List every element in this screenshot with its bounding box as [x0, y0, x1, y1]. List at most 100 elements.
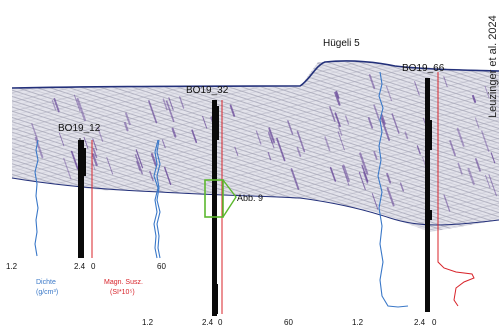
reflector-streak: [371, 193, 379, 210]
reflector-streak: [449, 140, 456, 157]
reflector-streak: [70, 150, 79, 170]
borehole-bo19-12: [34, 138, 159, 259]
reflector-streak: [161, 139, 166, 149]
highlight-box: [204, 179, 224, 218]
reflector-streak: [276, 137, 286, 162]
bo19-66-core: [425, 78, 430, 312]
borehole-label-bo19-66: BO19_66: [402, 63, 445, 74]
bo19-32-core: [212, 100, 217, 316]
bo19-12-core-step: [82, 148, 86, 176]
reflector-streak: [91, 160, 96, 171]
reflector-streak: [329, 166, 337, 182]
reflector-streak: [136, 160, 141, 171]
reflector-streak: [202, 115, 208, 129]
bo19-32-core-step: [215, 106, 219, 140]
reflector-streak: [367, 117, 374, 129]
reflector-streak: [268, 127, 276, 144]
bo19-12-density-log: [34, 139, 39, 257]
reflector-streak: [380, 114, 386, 125]
bo19-32-density-min: 1.2: [142, 318, 154, 327]
reflector-streak: [373, 104, 380, 121]
reflector-streak: [123, 121, 129, 132]
callout-lines: [222, 179, 237, 218]
radar-section-overlay: [12, 62, 499, 232]
borehole-label-bo19-32: BO19_32: [186, 85, 229, 96]
reflector-streak: [361, 164, 369, 183]
reflector-streak: [385, 85, 393, 102]
reflector-streak: [457, 162, 463, 175]
reflector-streak: [341, 165, 350, 187]
reflector-streak: [150, 153, 157, 167]
reflector-streak: [59, 132, 65, 147]
reflector-streak: [404, 131, 409, 140]
bo19-66-density-min: 1.2: [352, 318, 364, 327]
reflector-streak: [229, 104, 236, 117]
density-unit: (g/cm³): [36, 289, 58, 296]
reflector-streak: [368, 74, 376, 90]
reflector-streak: [481, 130, 490, 152]
reflector-streak: [474, 158, 481, 172]
reflector-streak: [163, 166, 172, 186]
reflector-streak: [490, 152, 496, 164]
reflector-streak: [485, 174, 491, 189]
borehole-bo19-66: [377, 71, 475, 312]
reflector-streak: [92, 148, 98, 159]
reflector-streak: [324, 136, 331, 151]
bo19-66-core-step: [428, 120, 432, 150]
bo19-66-density-log: [377, 71, 409, 308]
reflector-streak: [467, 167, 475, 186]
reflector-streak: [358, 171, 366, 191]
reflector-streak: [135, 149, 144, 169]
reflector-streak: [171, 127, 177, 138]
reflector-streak: [484, 85, 490, 99]
reflector-streak: [337, 131, 345, 151]
reflector-streak: [53, 97, 60, 113]
bo19-12-core: [78, 140, 84, 258]
reflector-streak: [386, 187, 395, 207]
reflector-streak: [443, 76, 448, 88]
reflector-streak: [34, 137, 44, 159]
citation-text: Leuzinger et al. 2024: [487, 15, 499, 118]
reflector-streak: [296, 130, 306, 153]
reflector-streak: [51, 99, 57, 111]
bo19-32-magnetic-max: 60: [284, 318, 293, 327]
reflector-streak: [456, 127, 465, 147]
reflector-streak: [234, 146, 239, 156]
reflector-streak: [106, 157, 114, 175]
reflector-streak: [472, 94, 477, 103]
reflector-streak: [168, 97, 174, 111]
borehole-label-bo19-12: BO19_12: [58, 123, 101, 134]
reflector-streak: [334, 112, 341, 127]
reflector-streak: [335, 90, 340, 99]
magnetic-label: Magn. Susz.: [104, 279, 143, 286]
figure-reference-label: Abb. 9: [237, 193, 263, 203]
bo19-12-density-max: 2.4: [74, 262, 86, 271]
reflector-streak: [91, 153, 98, 167]
reflector-streak: [329, 106, 336, 122]
reflector-streak: [287, 120, 294, 135]
bo19-66-density-max: 2.4: [414, 318, 426, 327]
bo19-66-magnetic-min: 0: [432, 318, 437, 327]
bo19-66-magnetic-log: [437, 72, 475, 307]
magnetic-unit: (SI*10⁵): [110, 289, 135, 296]
reflector-streak: [443, 194, 451, 212]
figure-reference-callout: Abb. 9: [204, 179, 263, 218]
reflector-streak: [391, 113, 400, 134]
reflector-streak: [179, 96, 185, 109]
hill-label: Hügeli 5: [323, 38, 360, 49]
reflector-streak: [83, 136, 89, 149]
reflector-streak: [31, 123, 38, 140]
reflector-streak: [255, 130, 262, 145]
reflector-streak: [337, 124, 343, 136]
reflector-streak: [334, 91, 341, 106]
reflector-streak: [134, 154, 143, 175]
reflector-streak: [386, 172, 392, 184]
reflector-streak: [267, 152, 272, 161]
reflector-streak: [345, 115, 350, 125]
reflector-streak: [191, 129, 198, 143]
reflector-streak: [290, 168, 300, 190]
reflector-streak: [488, 174, 497, 197]
reflector-streak: [97, 126, 104, 142]
reflector-streak: [399, 182, 405, 192]
